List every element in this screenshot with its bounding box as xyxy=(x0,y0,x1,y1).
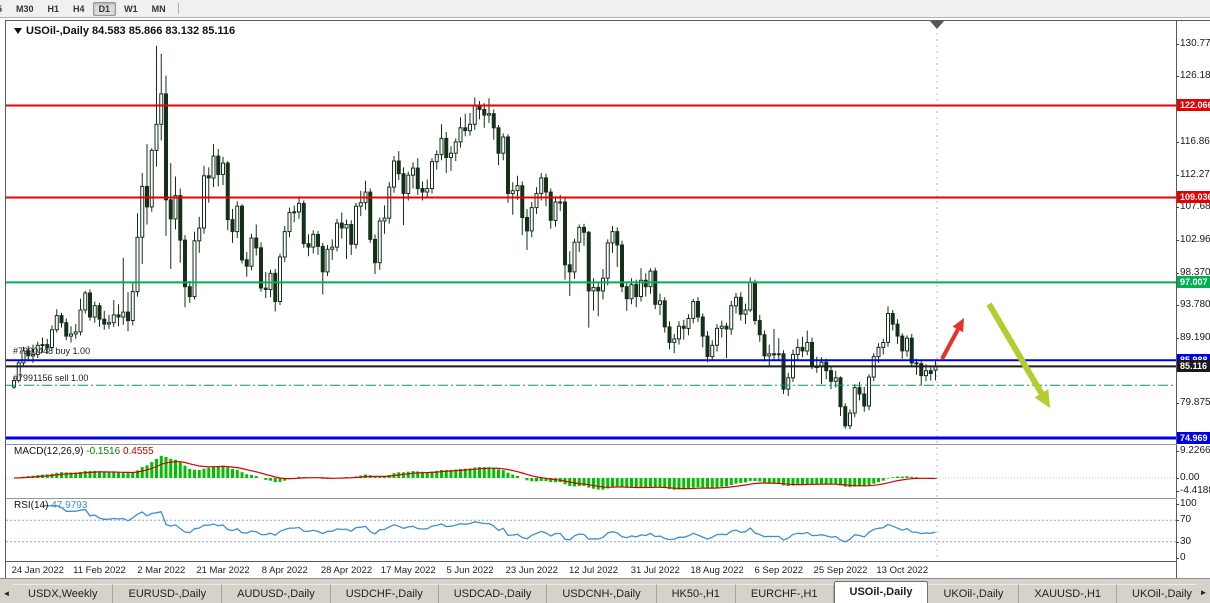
macd-name: MACD(12,26,9) xyxy=(14,446,84,457)
rsi-tick: 100 xyxy=(1176,498,1197,509)
price-tick: 89.190 xyxy=(1176,331,1210,343)
tab-hk50-h1[interactable]: HK50-,H1 xyxy=(656,584,736,603)
date-label: 17 May 2022 xyxy=(380,565,436,576)
date-label: 12 Jul 2022 xyxy=(568,565,619,576)
date-label: 2 Mar 2022 xyxy=(137,565,186,576)
tab-usoil-daily[interactable]: USOil-,Daily xyxy=(833,581,929,603)
tab-eurchf-h1[interactable]: EURCHF-,H1 xyxy=(735,584,834,603)
chart-ohlc-values: 84.583 85.866 83.132 85.116 xyxy=(92,25,236,37)
tab-ukoil-daily[interactable]: UKOil-,Daily xyxy=(1117,584,1208,603)
tab-ukoil-daily[interactable]: UKOil-,Daily xyxy=(928,584,1020,603)
date-label: 25 Sep 2022 xyxy=(813,565,868,576)
macd-tick: 0.00 xyxy=(1175,472,1200,483)
timeframe-button-5[interactable]: 5 xyxy=(0,2,8,16)
macd-signal-value: 0.4555 xyxy=(122,446,154,457)
rsi-value: 47.9793 xyxy=(51,500,88,511)
chart-symbol: USOil-,Daily xyxy=(26,25,89,37)
macd-pane-divider[interactable] xyxy=(6,444,1210,445)
tab-scroll-right-icon[interactable]: ► xyxy=(1197,581,1210,603)
date-label: 24 Jan 2022 xyxy=(11,565,64,576)
date-label: 13 Oct 2022 xyxy=(876,565,929,576)
symbol-dropdown-icon[interactable] xyxy=(14,28,22,34)
macd-label: MACD(12,26,9) -0.1516 0.4555 xyxy=(14,446,154,457)
rsi-name: RSI(14) xyxy=(14,500,49,511)
timeframe-button-m30[interactable]: M30 xyxy=(16,3,34,14)
chart-window: USOil-,Daily 84.583 85.866 83.132 85.116… xyxy=(5,20,1210,579)
macd-tick: -4.4188 xyxy=(1176,485,1210,496)
rsi-tick: 30 xyxy=(1175,535,1192,547)
date-label: 28 Apr 2022 xyxy=(320,565,373,576)
tab-scroll-left-icon[interactable]: ◄ xyxy=(2,588,11,598)
timeframe-button-mn[interactable]: MN xyxy=(151,3,166,14)
price-axis[interactable]: 130.770 126.180 116.865 112.275 107.685 102.9… xyxy=(1175,21,1210,578)
price-tick: 130.770 xyxy=(1175,39,1210,49)
tab-usdcad-daily[interactable]: USDCAD-,Daily xyxy=(438,584,548,603)
date-label: 31 Jul 2022 xyxy=(630,565,680,576)
price-tick: 107.685 xyxy=(1175,201,1210,212)
toolbar-separator xyxy=(177,3,179,14)
price-tick: 102.960 xyxy=(1175,235,1210,245)
price-badge: 97.007 xyxy=(1177,276,1210,289)
rsi-pane-divider[interactable] xyxy=(6,498,1210,499)
rsi-label: RSI(14) 47.9793 xyxy=(14,500,87,511)
timeframe-toolbar: 5 M30 H1 H4 D1 W1 MN xyxy=(0,0,1210,18)
macd-tick: 9.2266 xyxy=(1176,444,1210,456)
symbol-tabbar: ◄ USDX,Weekly EURUSD-,Daily AUDUSD-,Daily U… xyxy=(0,578,1210,603)
price-tick: 126.180 xyxy=(1175,71,1210,81)
tab-xauusd-h1[interactable]: XAUUSD-,H1 xyxy=(1019,584,1118,603)
date-label: 21 Mar 2022 xyxy=(196,565,250,576)
price-tick: 93.780 xyxy=(1176,299,1210,311)
tab-audusd-daily[interactable]: AUDUSD-,Daily xyxy=(222,584,331,603)
date-label: 6 Sep 2022 xyxy=(754,565,804,576)
tab-usdchf-daily[interactable]: USDCHF-,Daily xyxy=(330,584,439,603)
price-badge: 85.116 xyxy=(1177,360,1210,373)
rsi-tick: 70 xyxy=(1175,514,1192,526)
date-label: 23 Jun 2022 xyxy=(505,565,558,576)
price-badge: 109.036 xyxy=(1177,191,1210,204)
macd-main-value: -0.1516 xyxy=(86,446,121,457)
price-badge: 122.066 xyxy=(1177,99,1210,112)
order-label[interactable]: #7990448 buy 1.00 xyxy=(13,345,91,356)
axis-divider xyxy=(1176,21,1177,578)
time-axis[interactable]: 24 Jan 2022 11 Feb 2022 2 Mar 2022 21 Mar 2… xyxy=(6,561,1176,578)
chart-canvas[interactable] xyxy=(6,21,1176,578)
rsi-tick: 0 xyxy=(1176,552,1186,563)
price-tick: 98.370 xyxy=(1176,266,1210,278)
price-tick: 116.865 xyxy=(1175,137,1210,147)
tab-usdx-weekly[interactable]: USDX,Weekly xyxy=(13,584,114,603)
timeframe-button-d1[interactable]: D1 xyxy=(92,1,117,16)
tab-usdcnh-daily[interactable]: USDCNH-,Daily xyxy=(547,584,657,603)
date-label: 8 Apr 2022 xyxy=(261,565,308,576)
date-label: 11 Feb 2022 xyxy=(73,565,126,576)
timeframe-button-h1[interactable]: H1 xyxy=(47,3,60,14)
chart-title: USOil-,Daily 84.583 85.866 83.132 85.116 xyxy=(14,25,235,37)
date-label: 18 Aug 2022 xyxy=(690,565,744,576)
timeframe-button-h4[interactable]: H4 xyxy=(73,3,85,14)
date-label: 5 Jun 2022 xyxy=(446,565,494,576)
date-axis-divider xyxy=(6,561,1210,562)
price-badge: 74.969 xyxy=(1177,431,1210,444)
timeframe-button-w1[interactable]: W1 xyxy=(124,3,138,14)
tab-eurusd-daily[interactable]: EURUSD-,Daily xyxy=(113,584,223,603)
price-tick: 112.275 xyxy=(1175,169,1210,180)
order-label[interactable]: #7991156 sell 1.00 xyxy=(13,373,89,384)
price-tick: 79.875 xyxy=(1176,397,1210,409)
